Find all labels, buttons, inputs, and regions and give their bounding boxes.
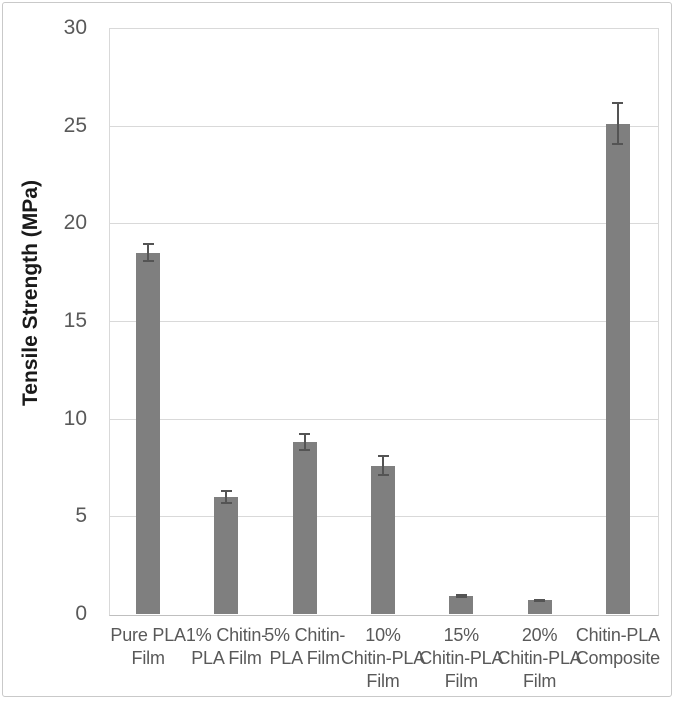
y-axis-title: Tensile Strength (MPa) [19, 180, 42, 406]
bar-3 [292, 442, 317, 614]
y-tick-label-25: 25 [63, 113, 87, 137]
error-bar-whisker-3 [303, 433, 306, 451]
y-tick-label-0: 0 [75, 602, 87, 625]
error-bar-cap-7-top [612, 102, 624, 105]
error-bar-cap-4-top [377, 454, 389, 457]
error-bar-whisker-7 [616, 102, 619, 146]
y-tick-label-30: 30 [63, 16, 87, 39]
gridline-25 [110, 125, 658, 127]
x-axis-label-3: 5% Chitin- PLA Film [264, 625, 346, 668]
gridline-15 [110, 321, 658, 322]
y-tick-label-5: 5 [75, 504, 87, 528]
y-tick-label-15: 15 [63, 309, 87, 332]
gridline-10 [110, 418, 658, 420]
bar-6 [527, 600, 552, 614]
error-bar-cap-6-bottom [534, 599, 546, 602]
x-axis-label-1: Pure PLA Film [110, 625, 186, 668]
bar-2 [214, 496, 239, 614]
error-bar-cap-3-bottom [299, 448, 311, 451]
error-bar-cap-6-top [534, 598, 546, 601]
gridline-20 [110, 223, 658, 225]
bar-5 [449, 596, 474, 614]
error-bar-cap-2-bottom [220, 501, 232, 504]
x-axis-label-7: Chitin-PLA Composite [575, 625, 660, 668]
bar-7 [605, 123, 630, 614]
error-bar-whisker-2 [225, 489, 228, 504]
figure-frame: Tensile Strength (MPa) 0 5 10 15 20 25 30 Pure… [2, 2, 672, 697]
y-tick-label-20: 20 [63, 211, 87, 235]
bar-1 [136, 252, 161, 614]
y-tick-label-10: 10 [63, 406, 87, 430]
error-bar-whisker-4 [382, 454, 384, 477]
error-bar-cap-3-top [299, 433, 311, 436]
error-bar-cap-1-top [142, 242, 154, 245]
error-bar-cap-5-top [455, 594, 467, 597]
error-bar-cap-7-bottom [612, 143, 624, 146]
error-bar-whisker-1 [147, 242, 150, 263]
tensile-strength-bar-chart: Tensile Strength (MPa) 0 5 10 15 20 25 30 Pure… [3, 3, 675, 705]
bar-4 [371, 465, 395, 614]
error-bar-cap-2-top [220, 489, 232, 492]
x-axis-label-4: 10% Chitin-PLA Film [340, 625, 426, 691]
x-axis-label-5: 15% Chitin-PLA Film [419, 625, 504, 691]
x-axis-label-2: 1% Chitin- PLA Film [185, 625, 267, 668]
error-bar-cap-4-bottom [377, 474, 389, 477]
x-axis-label-6: 20% Chitin-PLA Film [497, 625, 582, 691]
error-bar-cap-5-bottom [455, 596, 467, 599]
error-bar-cap-1-bottom [142, 260, 154, 263]
